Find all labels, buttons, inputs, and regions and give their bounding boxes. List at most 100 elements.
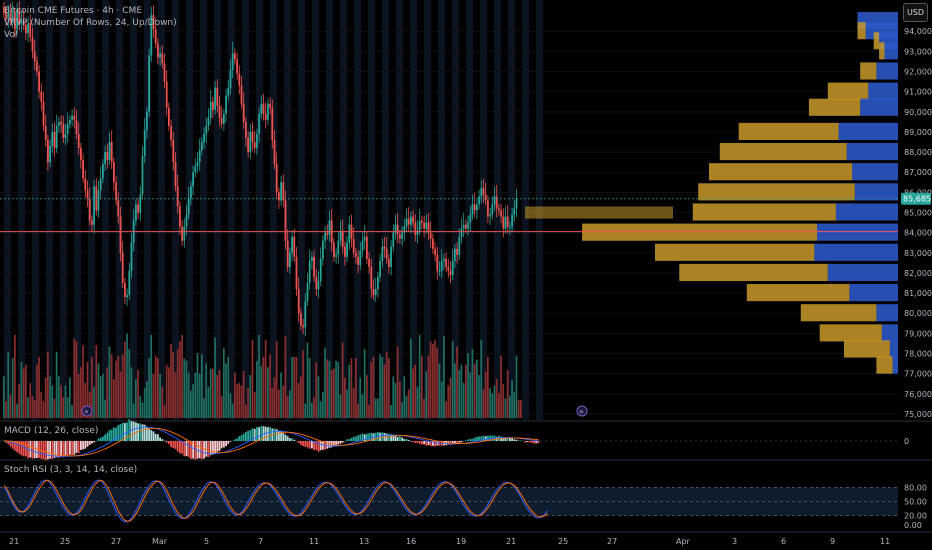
vrvp-up-bar [582,223,817,241]
volume-bar [337,362,340,418]
candle-body [187,198,190,215]
volume-bar [62,397,65,418]
candle-body [126,295,128,298]
time-axis-label: 27 [607,537,617,546]
vrvp-down-bar [868,82,898,100]
volume-bar [152,373,155,418]
candle-body [7,13,10,20]
volume-bar [412,368,414,418]
session-band [144,0,151,420]
volume-bar [234,372,236,418]
candle-body [38,71,40,92]
macd-histogram-bar [326,441,329,449]
volume-bar [225,363,227,418]
candle-body [383,246,386,249]
volume-bar [194,372,197,418]
session-band [158,0,165,420]
candle-body [489,214,491,217]
macd-histogram-bar [31,441,34,459]
volume-bar [377,398,379,418]
candle-body [53,131,56,149]
volume-bar [487,356,489,418]
volume-bar [363,349,366,418]
volume-bar [227,356,230,418]
price-axis-label: 90,000 [904,108,932,117]
price-axis-label: 85,000 [904,209,932,218]
volume-bar [280,372,282,418]
candle-body [478,196,480,205]
macd-histogram-bar [280,431,282,441]
macd-histogram-bar [99,437,102,441]
vrvp-value-area [525,206,673,219]
volume-bar [185,360,188,418]
vrvp-down-bar [876,62,898,80]
volume-bar [484,371,487,418]
volume-bar [311,402,313,418]
candle-body [256,133,258,149]
candle-body [491,204,494,215]
volume-bar [27,397,29,418]
candle-body [476,204,478,211]
candle-body [73,115,76,120]
candle-body [282,182,285,201]
volume-bar [392,376,395,418]
volume-legend[interactable]: Vol [4,30,18,40]
macd-histogram-bar [126,422,128,441]
macd-histogram-bar [168,441,170,445]
candle-body [242,103,245,122]
currency-button[interactable]: USD [903,3,928,22]
macd-histogram-bar [522,440,524,442]
volume-bar [330,369,333,418]
macd-histogram-bar [528,441,531,443]
candle-body [295,256,298,290]
volume-bar [326,359,329,418]
volume-bar [73,338,76,418]
candle-body [33,51,36,62]
candle-body [368,258,370,267]
price-axis-label: 91,000 [904,88,932,97]
candle-body [42,101,45,126]
event-marker-icon [81,405,93,417]
volume-bar [407,389,410,418]
candle-body [152,15,155,30]
macd-legend[interactable]: MACD (12, 26, close) [4,426,99,436]
candle-body [20,21,23,24]
session-band [452,0,459,420]
macd-histogram-bar [62,441,65,458]
volume-bar [203,398,205,418]
candle-body [64,133,67,138]
macd-histogram-bar [9,441,12,447]
candle-body [148,55,150,112]
macd-histogram-bar [509,437,511,441]
macd-histogram-bar [308,441,311,449]
volume-bar [51,385,54,418]
candle-body [458,236,461,255]
vrvp-up-bar [698,183,855,201]
candle-body [346,242,348,257]
macd-histogram-bar [146,426,148,441]
symbol-legend[interactable]: Bitcoin CME Futures · 4h · CME [4,6,143,16]
candle-body [434,248,436,255]
time-axis-label: 9 [830,537,835,546]
macd-histogram-bar [357,435,359,441]
volume-bar [258,334,260,418]
candle-body [425,222,428,229]
stoch-rsi-legend[interactable]: Stoch RSI (3, 3, 14, 14, close) [4,465,138,475]
vrvp-legend[interactable]: VRVP (Number Of Rows, 24, Up/Down) [4,18,177,28]
candle-body [454,248,456,261]
macd-histogram-bar [139,423,142,441]
macd-histogram-bar [436,441,439,446]
candle-body [31,37,34,52]
candle-body [302,325,304,328]
candle-body [267,103,269,120]
macd-histogram-bar [535,441,538,444]
candle-body [168,107,170,126]
macd-histogram-bar [42,441,45,460]
session-band [480,0,487,420]
volume-bar [170,343,172,418]
macd-histogram-bar [396,436,399,441]
macd-histogram-bar [520,440,522,442]
volume-bar [465,364,467,418]
session-band [354,0,361,420]
